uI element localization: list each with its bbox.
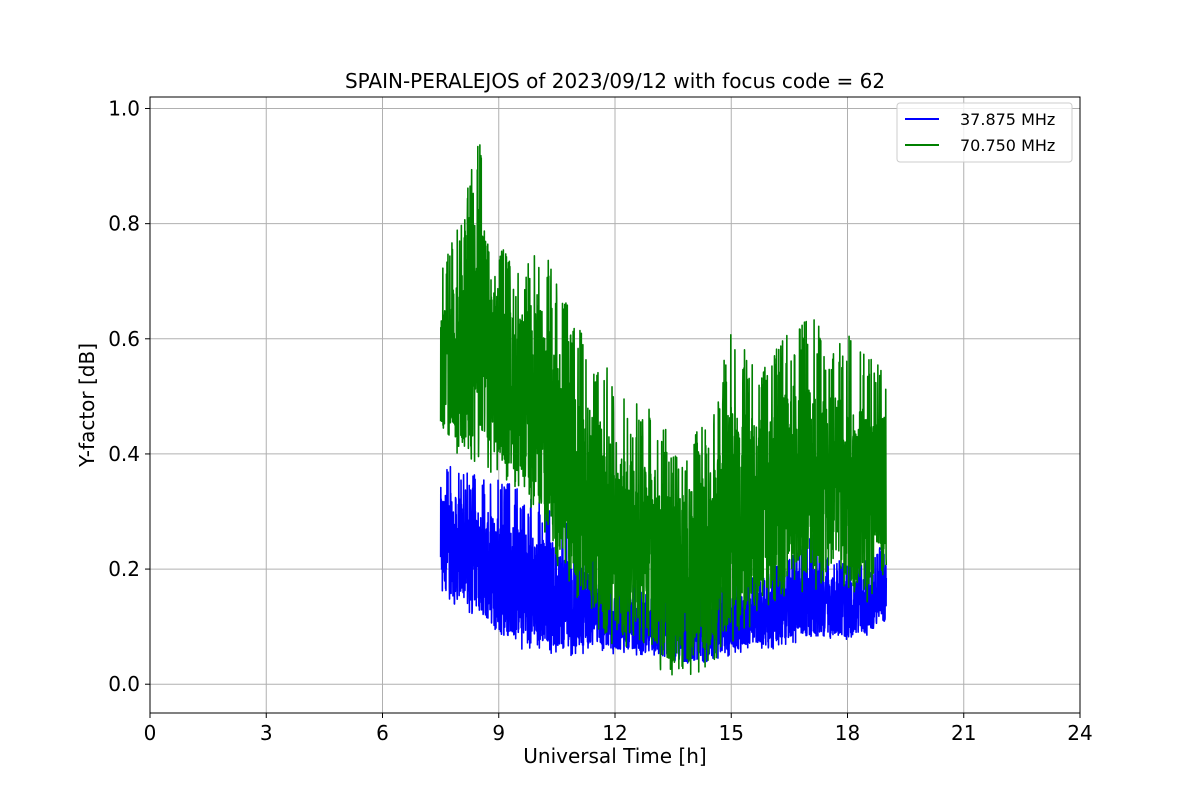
x-axis: 0 3 6 9 12 15 18 21 24 (144, 713, 1093, 745)
legend-box (896, 102, 1073, 163)
y-axis: 0.0 0.2 0.4 0.6 0.8 1.0 (108, 97, 150, 696)
y-tick-label: 0.2 (108, 557, 140, 581)
legend-label-37-875-mhz: 37.875 MHz (960, 110, 1055, 129)
legend: 37.875 MHz 70.750 MHz (896, 102, 1073, 163)
x-tick-label: 3 (260, 721, 273, 745)
y-axis-label: Y-factor [dB] (75, 343, 99, 468)
x-tick-label: 9 (492, 721, 505, 745)
y-tick-label: 1.0 (108, 97, 140, 121)
x-tick-label: 21 (951, 721, 976, 745)
y-tick-label: 0.0 (108, 672, 140, 696)
x-tick-label: 15 (719, 721, 744, 745)
x-tick-label: 24 (1067, 721, 1092, 745)
x-tick-label: 18 (835, 721, 860, 745)
x-tick-label: 0 (144, 721, 157, 745)
x-tick-label: 12 (602, 721, 627, 745)
y-tick-label: 0.6 (108, 327, 140, 351)
x-axis-label: Universal Time [h] (523, 744, 706, 768)
series-line-70-750-mhz (439, 144, 888, 676)
y-tick-label: 0.4 (108, 442, 140, 466)
chart-title: SPAIN-PERALEJOS of 2023/09/12 with focus… (345, 69, 885, 93)
legend-label-70-750-mhz: 70.750 MHz (960, 136, 1055, 155)
series-layer (439, 144, 888, 676)
y-tick-label: 0.8 (108, 212, 140, 236)
x-tick-label: 6 (376, 721, 389, 745)
